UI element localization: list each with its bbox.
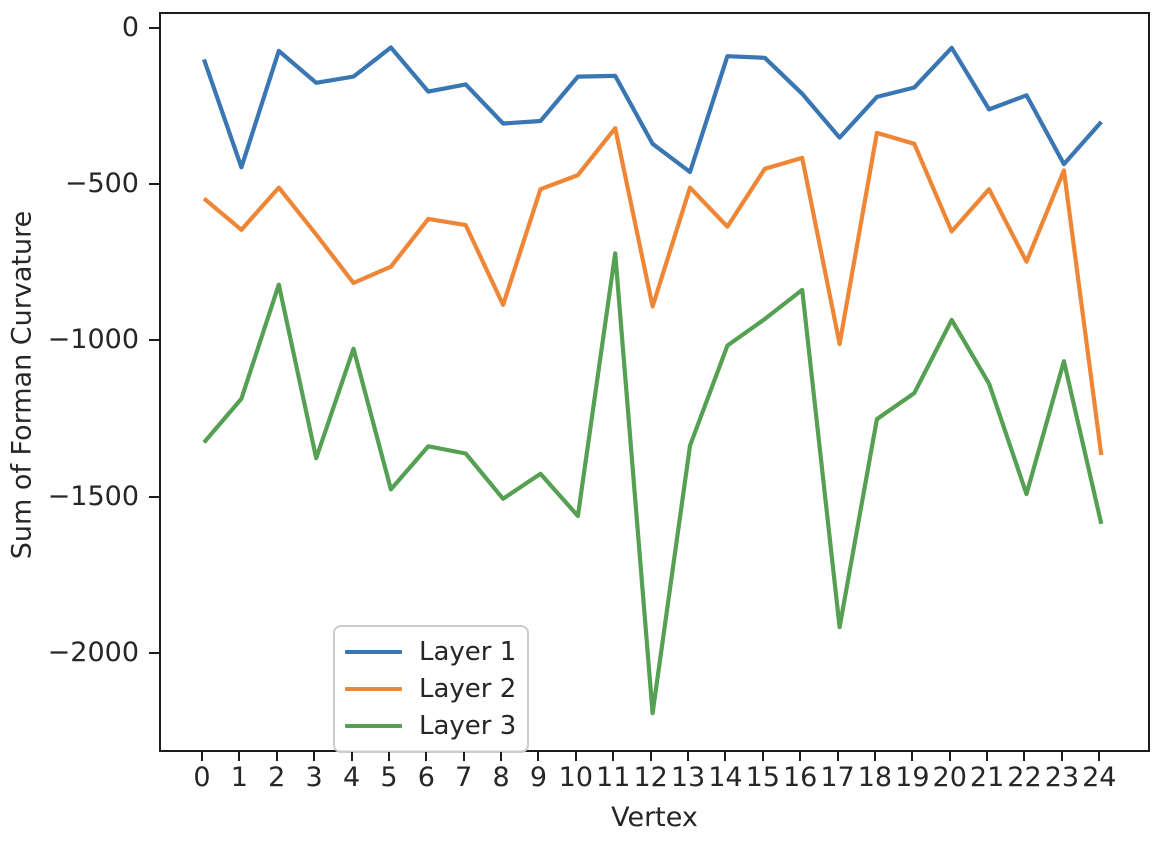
y-tick-label: 0 (121, 11, 139, 43)
x-tick-mark (425, 752, 428, 761)
legend-swatch (345, 724, 402, 729)
y-tick-mark (149, 652, 159, 655)
series-line-layer-2 (202, 126, 1104, 456)
x-tick-mark (986, 752, 989, 761)
x-tick-mark (1023, 752, 1026, 761)
x-tick-mark (313, 752, 316, 761)
x-tick-mark (948, 752, 951, 761)
y-tick-mark (149, 495, 159, 498)
y-axis-label-text: Sum of Forman Curvature (6, 210, 38, 560)
y-tick-label: −1500 (47, 480, 139, 512)
x-tick-label: 6 (417, 762, 435, 793)
x-tick-label: 15 (745, 762, 780, 793)
y-tick-label: −1000 (47, 324, 139, 356)
y-tick-label: −2000 (47, 637, 139, 669)
x-tick-mark (350, 752, 353, 761)
series-lines-canvas (202, 45, 1104, 716)
x-tick-label: 19 (895, 762, 930, 793)
legend-label: Layer 2 (419, 673, 517, 704)
y-tick-mark (149, 26, 159, 29)
x-tick-label: 13 (670, 762, 706, 793)
x-tick-label: 14 (708, 762, 743, 793)
x-tick-mark (1098, 752, 1101, 761)
legend-swatch (345, 686, 402, 691)
y-tick-mark (149, 183, 159, 186)
x-tick-mark (238, 752, 241, 761)
x-tick-mark (574, 752, 577, 761)
x-tick-label: 24 (1082, 762, 1117, 793)
x-tick-label: 5 (380, 762, 398, 793)
x-tick-label: 23 (1044, 762, 1080, 793)
x-tick-label: 4 (342, 762, 361, 793)
legend-item-layer-1: Layer 1 (345, 639, 527, 665)
x-tick-label: 21 (969, 762, 1005, 793)
x-tick-label: 20 (932, 762, 967, 793)
x-tick-mark (387, 752, 390, 761)
x-tick-label: 9 (529, 762, 548, 793)
x-tick-mark (500, 752, 503, 761)
x-tick-mark (799, 752, 802, 761)
x-tick-label: 3 (305, 762, 323, 793)
x-tick-mark (1060, 752, 1063, 761)
series-line-layer-1 (202, 45, 1103, 175)
x-tick-label: 2 (268, 762, 286, 793)
legend: Layer 1 Layer 2 Layer 3 (333, 625, 529, 753)
legend-label: Layer 3 (419, 711, 517, 742)
x-tick-mark (761, 752, 764, 761)
x-tick-mark (462, 752, 465, 761)
legend-swatch (345, 649, 402, 654)
y-tick-mark (149, 339, 159, 342)
x-tick-label: 8 (492, 762, 510, 793)
series-line-layer-3 (202, 251, 1104, 716)
x-tick-label: 17 (820, 762, 855, 793)
x-tick-label: 12 (633, 762, 668, 793)
legend-item-layer-3: Layer 3 (345, 713, 527, 739)
x-tick-label: 22 (1007, 762, 1042, 793)
x-tick-mark (724, 752, 727, 761)
x-axis-label: Vertex (611, 802, 698, 833)
x-tick-mark (873, 752, 876, 761)
x-tick-mark (275, 752, 278, 761)
x-tick-mark (649, 752, 652, 761)
x-tick-mark (911, 752, 914, 761)
x-tick-label: 10 (558, 762, 594, 793)
x-tick-label: 16 (782, 762, 818, 793)
x-tick-mark (200, 752, 203, 761)
x-tick-mark (836, 752, 839, 761)
x-tick-label: 18 (857, 762, 893, 793)
x-tick-label: 11 (596, 762, 631, 793)
x-tick-label: 1 (230, 762, 248, 793)
plot-area: Layer 1 Layer 2 Layer 3 (159, 12, 1150, 753)
x-tick-mark (687, 752, 690, 761)
x-tick-label: 7 (455, 762, 473, 793)
y-tick-label: −500 (64, 168, 139, 200)
x-tick-mark (612, 752, 615, 761)
x-tick-mark (537, 752, 540, 761)
legend-label: Layer 1 (419, 636, 517, 667)
x-tick-label: 0 (193, 762, 211, 793)
legend-item-layer-2: Layer 2 (345, 676, 527, 702)
